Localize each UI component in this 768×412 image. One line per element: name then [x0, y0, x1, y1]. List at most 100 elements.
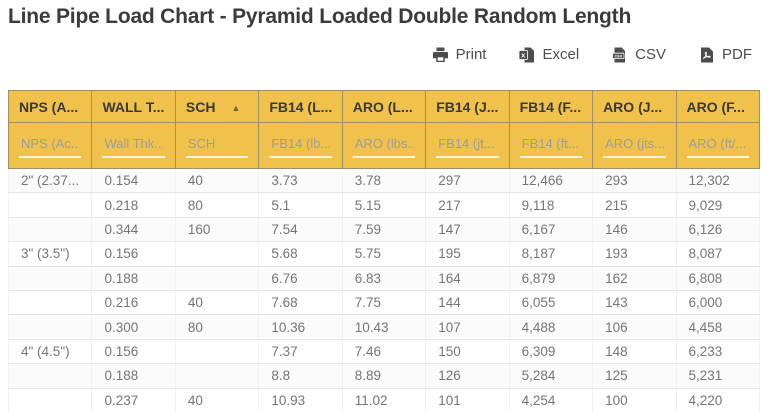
filter-cell-fb14_jts — [425, 122, 510, 169]
table-cell-aro_lbs: 6.83 — [341, 266, 427, 291]
column-filter-row — [8, 122, 760, 169]
table-cell-nps — [8, 363, 93, 389]
filter-input-fb14_jts[interactable] — [436, 133, 499, 158]
table-cell-fb14_lbs: 8.8 — [258, 363, 343, 389]
table-cell-sch — [174, 363, 260, 389]
filter-cell-fb14_ft — [508, 122, 594, 169]
filter-cell-fb14_lbs — [258, 122, 343, 169]
table-cell-nps — [8, 314, 93, 340]
table-row: 0.218 80 5.1 5.15 217 9,118 215 9,029 — [8, 192, 760, 218]
filter-cell-aro_ft — [675, 122, 760, 169]
table-cell-fb14_lbs: 3.73 — [258, 168, 343, 194]
table-cell-wall_thk: 0.156 — [91, 339, 176, 365]
table-cell-aro_ft: 9,029 — [675, 192, 760, 218]
column-header-wall_thk[interactable]: WALL T... — [91, 90, 176, 123]
table-cell-nps — [8, 388, 93, 412]
table-cell-aro_ft: 6,126 — [675, 217, 760, 243]
table-cell-sch: 160 — [174, 217, 260, 243]
table-cell-aro_jts: 100 — [592, 388, 677, 412]
pdf-export-button[interactable]: PDF — [698, 46, 752, 63]
table-cell-aro_lbs: 3.78 — [341, 168, 427, 194]
table-cell-fb14_ft: 4,254 — [508, 388, 594, 412]
load-chart-table: NPS (A... WALL T... SCH ▲ FB14 (L... ARO (L..… — [8, 90, 760, 412]
column-header-label: ARO (F... — [686, 98, 745, 115]
filter-input-nps[interactable] — [19, 133, 82, 158]
table-cell-fb14_lbs: 5.1 — [258, 192, 343, 218]
filter-input-aro_jts[interactable] — [603, 133, 666, 158]
print-button[interactable]: Print — [432, 46, 486, 63]
table-cell-aro_lbs: 7.75 — [341, 290, 427, 316]
table-cell-aro_lbs: 7.46 — [341, 339, 427, 365]
filter-input-aro_ft[interactable] — [686, 133, 749, 158]
table-cell-aro_jts: 215 — [592, 192, 677, 218]
table-cell-nps: 3" (3.5") — [8, 241, 93, 267]
table-row: 0.188 6.76 6.83 164 6,879 162 6,808 — [8, 266, 760, 291]
table-cell-aro_ft: 4,458 — [675, 314, 760, 340]
table-cell-fb14_jts: 144 — [425, 290, 510, 316]
column-header-label: FB14 (J... — [436, 98, 499, 115]
column-header-fb14_jts[interactable]: FB14 (J... — [425, 90, 510, 123]
table-cell-nps — [8, 217, 93, 243]
filter-cell-nps — [8, 122, 93, 169]
table-cell-fb14_lbs: 7.68 — [258, 290, 343, 316]
table-cell-fb14_ft: 6,055 — [508, 290, 594, 316]
table-cell-fb14_jts: 164 — [425, 266, 510, 291]
table-cell-aro_jts: 143 — [592, 290, 677, 316]
table-cell-fb14_jts: 297 — [425, 168, 510, 194]
printer-icon — [432, 47, 449, 63]
table-cell-wall_thk: 0.218 — [91, 192, 176, 218]
table-cell-nps — [8, 266, 93, 291]
filter-input-aro_lbs[interactable] — [352, 133, 416, 158]
table-cell-aro_jts: 162 — [592, 266, 677, 291]
column-header-label: WALL T... — [102, 98, 165, 115]
filter-input-sch[interactable] — [185, 133, 249, 158]
table-cell-aro_ft: 12,302 — [675, 168, 760, 194]
table-cell-fb14_jts: 101 — [425, 388, 510, 412]
table-cell-fb14_ft: 6,309 — [508, 339, 594, 365]
column-header-aro_lbs[interactable]: ARO (L... — [341, 90, 427, 123]
table-cell-wall_thk: 0.188 — [91, 363, 176, 389]
column-header-aro_ft[interactable]: ARO (F... — [675, 90, 760, 123]
pdf-file-icon — [698, 47, 715, 63]
column-header-label: NPS (A... — [19, 98, 79, 115]
filter-input-fb14_lbs[interactable] — [269, 133, 332, 158]
csv-export-button[interactable]: csv CSV — [611, 46, 666, 63]
table-cell-sch: 40 — [174, 168, 260, 194]
table-cell-wall_thk: 0.156 — [91, 241, 176, 267]
table-cell-fb14_lbs: 7.37 — [258, 339, 343, 365]
table-cell-fb14_ft: 9,118 — [508, 192, 594, 218]
table-cell-aro_ft: 6,808 — [675, 266, 760, 291]
column-header-label: ARO (J... — [603, 98, 663, 115]
table-row: 2" (2.37... 0.154 40 3.73 3.78 297 12,466 293 12… — [8, 168, 760, 194]
table-cell-sch: 40 — [174, 290, 260, 316]
csv-file-icon: csv — [611, 47, 628, 63]
column-header-nps[interactable]: NPS (A... — [8, 90, 93, 123]
table-cell-aro_ft: 6,000 — [675, 290, 760, 316]
column-header-fb14_lbs[interactable]: FB14 (L... — [258, 90, 343, 123]
column-header-label: SCH — [185, 98, 216, 115]
table-cell-aro_lbs: 8.89 — [341, 363, 427, 389]
table-cell-fb14_lbs: 10.36 — [258, 314, 343, 340]
column-header-fb14_ft[interactable]: FB14 (F... — [508, 90, 594, 123]
filter-input-fb14_ft[interactable] — [519, 133, 583, 158]
table-cell-fb14_jts: 107 — [425, 314, 510, 340]
page-title: Line Pipe Load Chart - Pyramid Loaded Do… — [8, 5, 632, 28]
table-cell-sch: 40 — [174, 388, 260, 412]
table-cell-fb14_lbs: 7.54 — [258, 217, 343, 243]
table-cell-fb14_ft: 12,466 — [508, 168, 594, 194]
table-cell-fb14_jts: 126 — [425, 363, 510, 389]
excel-export-button[interactable]: x Excel — [518, 46, 579, 63]
table-cell-wall_thk: 0.188 — [91, 266, 176, 291]
filter-input-wall_thk[interactable] — [102, 133, 165, 158]
table-cell-nps — [8, 290, 93, 316]
column-header-sch[interactable]: SCH ▲ — [174, 90, 260, 123]
filter-cell-aro_lbs — [341, 122, 427, 169]
table-cell-fb14_jts: 217 — [425, 192, 510, 218]
table-cell-aro_jts: 106 — [592, 314, 677, 340]
table-row: 0.237 40 10.93 11.02 101 4,254 100 4,220 — [8, 388, 760, 412]
table-cell-wall_thk: 0.344 — [91, 217, 176, 243]
table-cell-aro_jts: 293 — [592, 168, 677, 194]
excel-export-button-label: Excel — [542, 46, 580, 63]
table-cell-wall_thk: 0.300 — [91, 314, 176, 340]
column-header-aro_jts[interactable]: ARO (J... — [592, 90, 677, 123]
